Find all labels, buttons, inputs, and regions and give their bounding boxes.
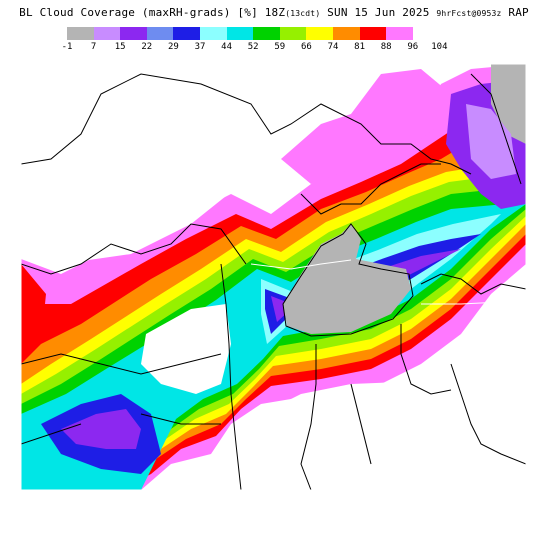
legend-swatch-7 bbox=[253, 27, 280, 40]
legend-tick-label: 74 bbox=[327, 42, 339, 52]
legend-swatch-5 bbox=[199, 27, 227, 40]
legend-tick-label: 96 bbox=[407, 42, 419, 52]
field-band-81-west bbox=[21, 264, 46, 364]
legend-tick-label: 52 bbox=[247, 42, 259, 52]
field-clear-south bbox=[211, 324, 526, 490]
legend-swatch-8 bbox=[279, 27, 307, 40]
field-clear-center bbox=[141, 304, 231, 394]
legend-tick-label: -1 bbox=[61, 42, 73, 52]
legend-tick-label: 7 bbox=[90, 42, 97, 52]
legend-tick-label: 29 bbox=[167, 42, 179, 52]
legend-tick-labels: -1 7 15 22 29 37 44 52 59 66 74 81 88 96 104 bbox=[60, 42, 500, 54]
legend-tick-label: 88 bbox=[380, 42, 392, 52]
legend-swatch-4 bbox=[173, 27, 200, 40]
cloud-coverage-field bbox=[21, 64, 526, 490]
field-clear-nw bbox=[21, 64, 361, 264]
legend-swatch-1 bbox=[93, 27, 121, 40]
legend-swatch-9 bbox=[306, 27, 333, 40]
field-band-ne-lavender bbox=[466, 104, 516, 179]
legend-tick-label: 37 bbox=[194, 42, 206, 52]
field-band-ne-grey bbox=[491, 64, 526, 144]
map-title: BL Cloud Coverage (maxRH-grads) [%] 18Z(… bbox=[19, 6, 529, 19]
legend-swatch-6 bbox=[226, 27, 254, 40]
legend-tick-label: 104 bbox=[431, 42, 448, 52]
field-sw-purple bbox=[61, 409, 141, 449]
field-band-88-north bbox=[281, 69, 451, 184]
legend-swatch-13 bbox=[412, 27, 440, 40]
legend-swatch-3 bbox=[146, 27, 174, 40]
state-lines bbox=[250, 259, 526, 305]
legend-tick-label: 44 bbox=[221, 42, 233, 52]
legend-tick-label: 59 bbox=[274, 42, 286, 52]
legend-swatch-12 bbox=[386, 27, 413, 40]
legend-tick-label: 66 bbox=[300, 42, 312, 52]
legend-swatch-10 bbox=[332, 27, 360, 40]
legend-tick-label: 15 bbox=[114, 42, 126, 52]
legend-swatch-11 bbox=[359, 27, 387, 40]
map-borders bbox=[21, 73, 526, 490]
legend-swatch-0 bbox=[67, 27, 94, 40]
field-sw-cyan bbox=[21, 434, 51, 479]
forecast-map bbox=[21, 64, 526, 490]
legend-tick-label: 22 bbox=[141, 42, 153, 52]
legend-swatch-2 bbox=[120, 27, 147, 40]
legend-tick-label: 81 bbox=[354, 42, 366, 52]
color-legend bbox=[67, 27, 440, 40]
field-band-minus1 bbox=[283, 224, 411, 334]
